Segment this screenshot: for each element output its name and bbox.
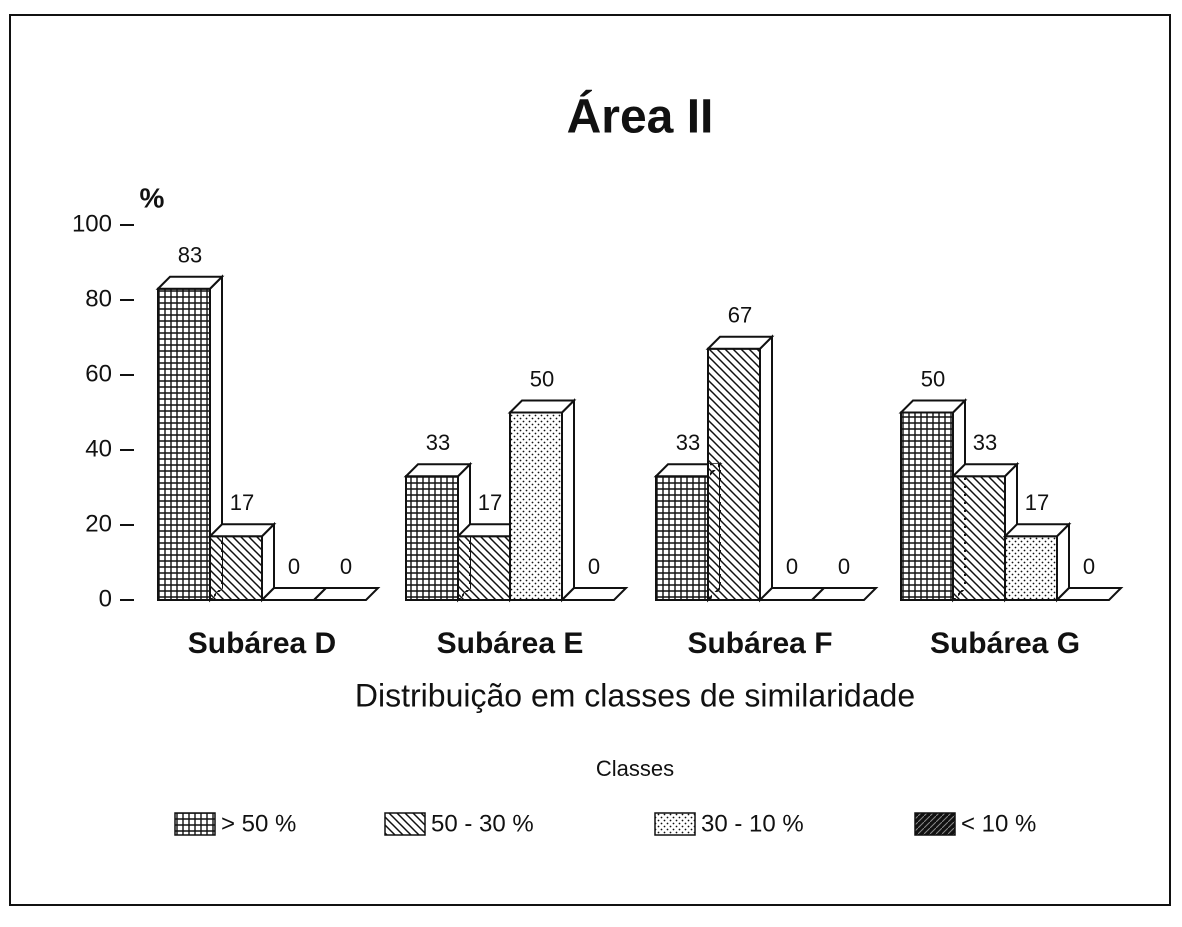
value-label: 50 — [921, 366, 945, 391]
y-tick-label: 80 — [85, 285, 112, 312]
bar-front — [655, 475, 709, 601]
value-label: 0 — [288, 554, 300, 579]
bar-top — [809, 587, 879, 601]
x-tick-label: Subárea D — [188, 627, 336, 660]
bar-front — [405, 475, 459, 601]
value-label: 17 — [478, 490, 502, 515]
value-label: 0 — [340, 554, 352, 579]
bar-top — [311, 587, 381, 601]
bar-front — [209, 535, 263, 601]
bar-side — [759, 334, 773, 603]
bar — [559, 587, 629, 601]
legend-label: 50 - 30 % — [431, 810, 534, 837]
bar — [1054, 587, 1124, 601]
bar-front — [457, 535, 511, 601]
x-tick-label: Subárea F — [687, 627, 832, 660]
y-tick-label: 60 — [85, 360, 112, 387]
y-tick-label: 40 — [85, 435, 112, 462]
value-label: 67 — [728, 303, 752, 328]
bar — [311, 587, 381, 601]
value-label: 83 — [178, 243, 202, 268]
bar-top — [507, 399, 577, 414]
bar — [705, 334, 775, 603]
value-label: 0 — [786, 554, 798, 579]
bar-top — [705, 335, 775, 350]
value-label: 17 — [230, 490, 254, 515]
bar-top — [403, 463, 473, 478]
bar-front — [157, 287, 211, 601]
bar-top — [950, 463, 1020, 478]
bar-top — [898, 399, 968, 414]
bar — [207, 521, 277, 603]
value-label: 50 — [530, 366, 554, 391]
legend-label: < 10 % — [961, 810, 1036, 837]
legend-title: Classes — [596, 756, 674, 781]
bar — [507, 398, 577, 603]
value-label: 33 — [973, 430, 997, 455]
x-axis-label: Distribuição em classes de similaridade — [355, 677, 915, 713]
legend-label: 30 - 10 % — [701, 810, 804, 837]
bar-side — [561, 398, 575, 603]
bar — [1002, 521, 1072, 603]
x-tick-label: Subárea G — [930, 627, 1080, 660]
bar-front — [1004, 535, 1058, 601]
bar-top — [207, 523, 277, 538]
legend-swatch — [174, 812, 216, 836]
legend-swatch — [914, 812, 956, 836]
legend-swatch — [384, 812, 426, 836]
value-label: 0 — [588, 554, 600, 579]
bar-top — [1002, 523, 1072, 538]
bar-top — [559, 587, 629, 601]
frame — [9, 14, 1171, 906]
bar-top — [155, 275, 225, 290]
y-tick-label: 0 — [99, 585, 112, 612]
value-label: 17 — [1025, 490, 1049, 515]
value-label: 33 — [676, 430, 700, 455]
bar-front — [509, 411, 563, 601]
legend-label: > 50 % — [221, 810, 296, 837]
value-label: 0 — [838, 554, 850, 579]
bar — [809, 587, 879, 601]
value-label: 0 — [1083, 554, 1095, 579]
x-tick-label: Subárea E — [437, 627, 584, 660]
bar-front — [952, 475, 1006, 601]
y-tick-label: 100 — [72, 210, 112, 237]
chart-title: Área II — [567, 90, 714, 144]
value-label: 33 — [426, 430, 450, 455]
legend-swatch — [654, 812, 696, 836]
bar-front — [707, 347, 761, 601]
bar-top — [1054, 587, 1124, 601]
y-axis-label: % — [140, 182, 165, 213]
y-tick-label: 20 — [85, 510, 112, 537]
bar-front — [900, 411, 954, 601]
